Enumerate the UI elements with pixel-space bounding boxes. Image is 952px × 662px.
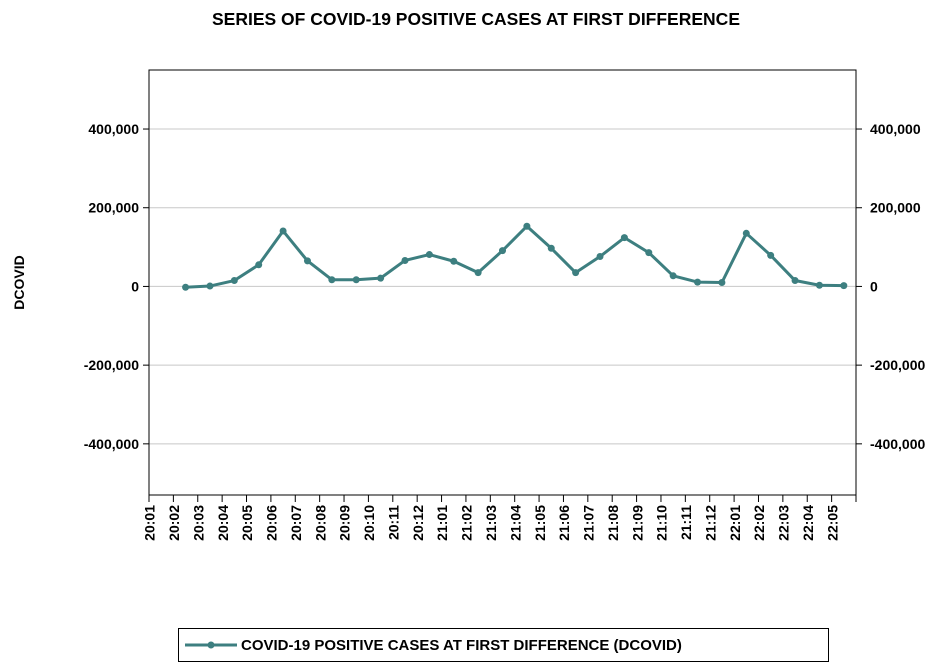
- x-tick-label: 21:01: [434, 505, 450, 541]
- y-tick-label-left: -200,000: [84, 357, 139, 373]
- x-tick-label: 21:05: [532, 505, 548, 541]
- x-tick-label: 20:02: [166, 505, 182, 541]
- x-tick-label: 22:03: [776, 505, 792, 541]
- data-point: [450, 257, 458, 265]
- data-point: [328, 276, 336, 284]
- series-layer: [182, 222, 848, 291]
- y-tick-label-right: -200,000: [870, 357, 925, 373]
- data-point: [840, 282, 848, 290]
- x-tick-label: 21:10: [654, 505, 670, 541]
- y-tick-label-right: 0: [870, 278, 878, 294]
- x-tick-label: 20:08: [312, 505, 328, 541]
- gridlines: [149, 128, 856, 445]
- x-tick-label: 22:01: [727, 505, 743, 541]
- data-point: [230, 277, 238, 285]
- x-tick-label: 20:07: [288, 505, 304, 541]
- x-tick-label: 20:01: [142, 505, 158, 541]
- x-tick-label: 20:05: [239, 505, 255, 541]
- x-tick-label: 20:12: [410, 505, 426, 541]
- data-point: [499, 247, 506, 255]
- x-tick-label: 21:06: [556, 505, 572, 541]
- y-axis-ticks: 400,000 400,000 200,000 200,000 0 0 -200,000 -2…: [84, 121, 926, 452]
- x-tick-label: 20:10: [361, 505, 377, 541]
- data-point: [596, 253, 604, 261]
- y-tick-label-left: 200,000: [88, 200, 139, 216]
- y-tick-label-right: -400,000: [870, 436, 925, 452]
- legend-swatch: [185, 641, 237, 649]
- data-point: [767, 251, 775, 259]
- data-point: [425, 251, 433, 259]
- plot-area-frame: [148, 69, 857, 496]
- x-tick-label: 20:11: [385, 505, 401, 540]
- x-tick-label: 22:04: [800, 505, 816, 541]
- data-point: [523, 222, 531, 230]
- data-point: [815, 281, 823, 289]
- x-tick-label: 21:07: [581, 505, 597, 541]
- data-point: [669, 272, 677, 280]
- data-point: [352, 276, 360, 284]
- data-point: [255, 261, 263, 269]
- x-tick-label: 21:04: [507, 505, 523, 541]
- y-tick-label-left: 400,000: [88, 121, 139, 137]
- y-tick-label-left: 0: [131, 278, 139, 294]
- x-tick-label: 20:04: [215, 505, 231, 541]
- data-point: [377, 274, 385, 282]
- data-point: [474, 269, 482, 277]
- data-point: [572, 269, 580, 277]
- x-axis-ticks: 20:01 20:02 20:03 20:04 20:05 20:06 20:07 20:08…: [142, 495, 857, 541]
- x-tick-label: 21:11: [678, 505, 694, 540]
- x-tick-label: 21:03: [483, 505, 499, 541]
- series-line: [185, 224, 844, 289]
- y-tick-label-right: 400,000: [870, 121, 921, 137]
- data-point: [401, 256, 409, 264]
- x-tick-label: 20:09: [337, 505, 353, 541]
- x-tick-label: 22:05: [824, 505, 840, 541]
- data-point: [182, 283, 190, 291]
- data-point: [645, 249, 653, 257]
- x-tick-label: 20:06: [264, 505, 280, 541]
- data-point: [718, 279, 726, 286]
- data-point: [279, 227, 287, 235]
- x-tick-label: 21:12: [702, 505, 718, 541]
- data-point: [694, 278, 702, 286]
- legend-label: COVID-19 POSITIVE CASES AT FIRST DIFFERE…: [241, 636, 682, 654]
- y-tick-label-left: -400,000: [84, 436, 139, 452]
- x-tick-label: 21:09: [629, 505, 645, 541]
- x-tick-label: 21:08: [605, 505, 621, 541]
- chart-title: SERIES OF COVID-19 POSITIVE CASES AT FIR…: [212, 9, 740, 29]
- legend: COVID-19 POSITIVE CASES AT FIRST DIFFERE…: [178, 628, 829, 662]
- data-point: [206, 282, 214, 290]
- x-tick-label: 20:03: [190, 505, 206, 541]
- data-point: [547, 244, 555, 252]
- data-point: [303, 257, 311, 265]
- y-axis-title: DCOVID: [11, 255, 27, 309]
- x-tick-label: 22:02: [751, 505, 767, 541]
- data-point: [620, 234, 628, 242]
- data-point: [742, 229, 750, 237]
- data-point: [791, 277, 799, 285]
- x-tick-label: 21:02: [459, 505, 475, 541]
- y-tick-label-right: 200,000: [870, 200, 921, 216]
